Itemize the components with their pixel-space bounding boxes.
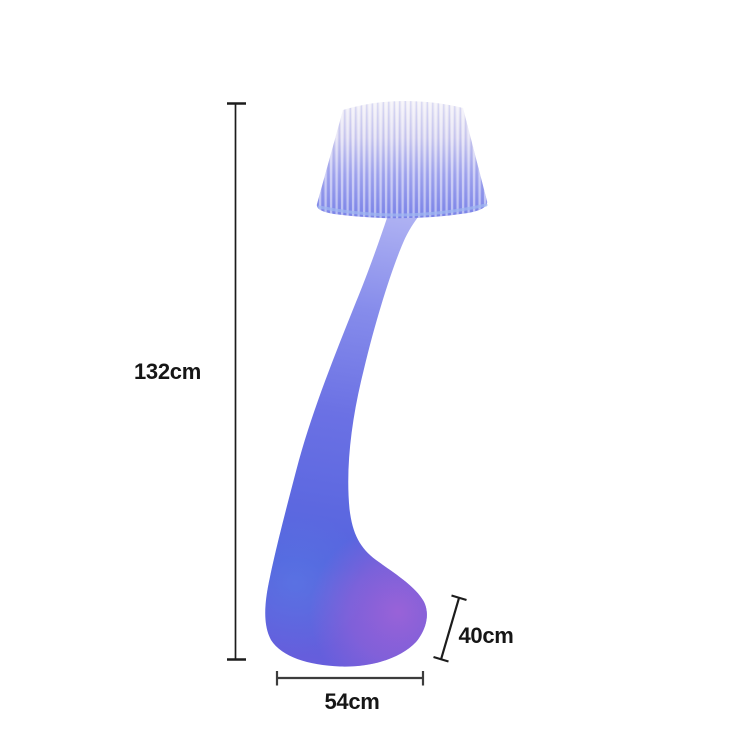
height-dimension-line	[227, 102, 246, 661]
width-dimension-line	[275, 671, 425, 686]
height-label: 132cm	[134, 359, 202, 384]
lampshade	[316, 101, 488, 219]
width-label: 54cm	[324, 689, 380, 714]
depth-bottom-tick	[433, 655, 449, 663]
lampshade-rim	[317, 203, 488, 217]
depth-label: 40cm	[458, 623, 514, 648]
depth-top-tick	[451, 594, 467, 602]
depth-dimension-line	[433, 594, 467, 663]
lampshade-pleats	[316, 101, 488, 219]
base-purple-glow	[265, 215, 427, 667]
lamp-body	[265, 215, 427, 667]
